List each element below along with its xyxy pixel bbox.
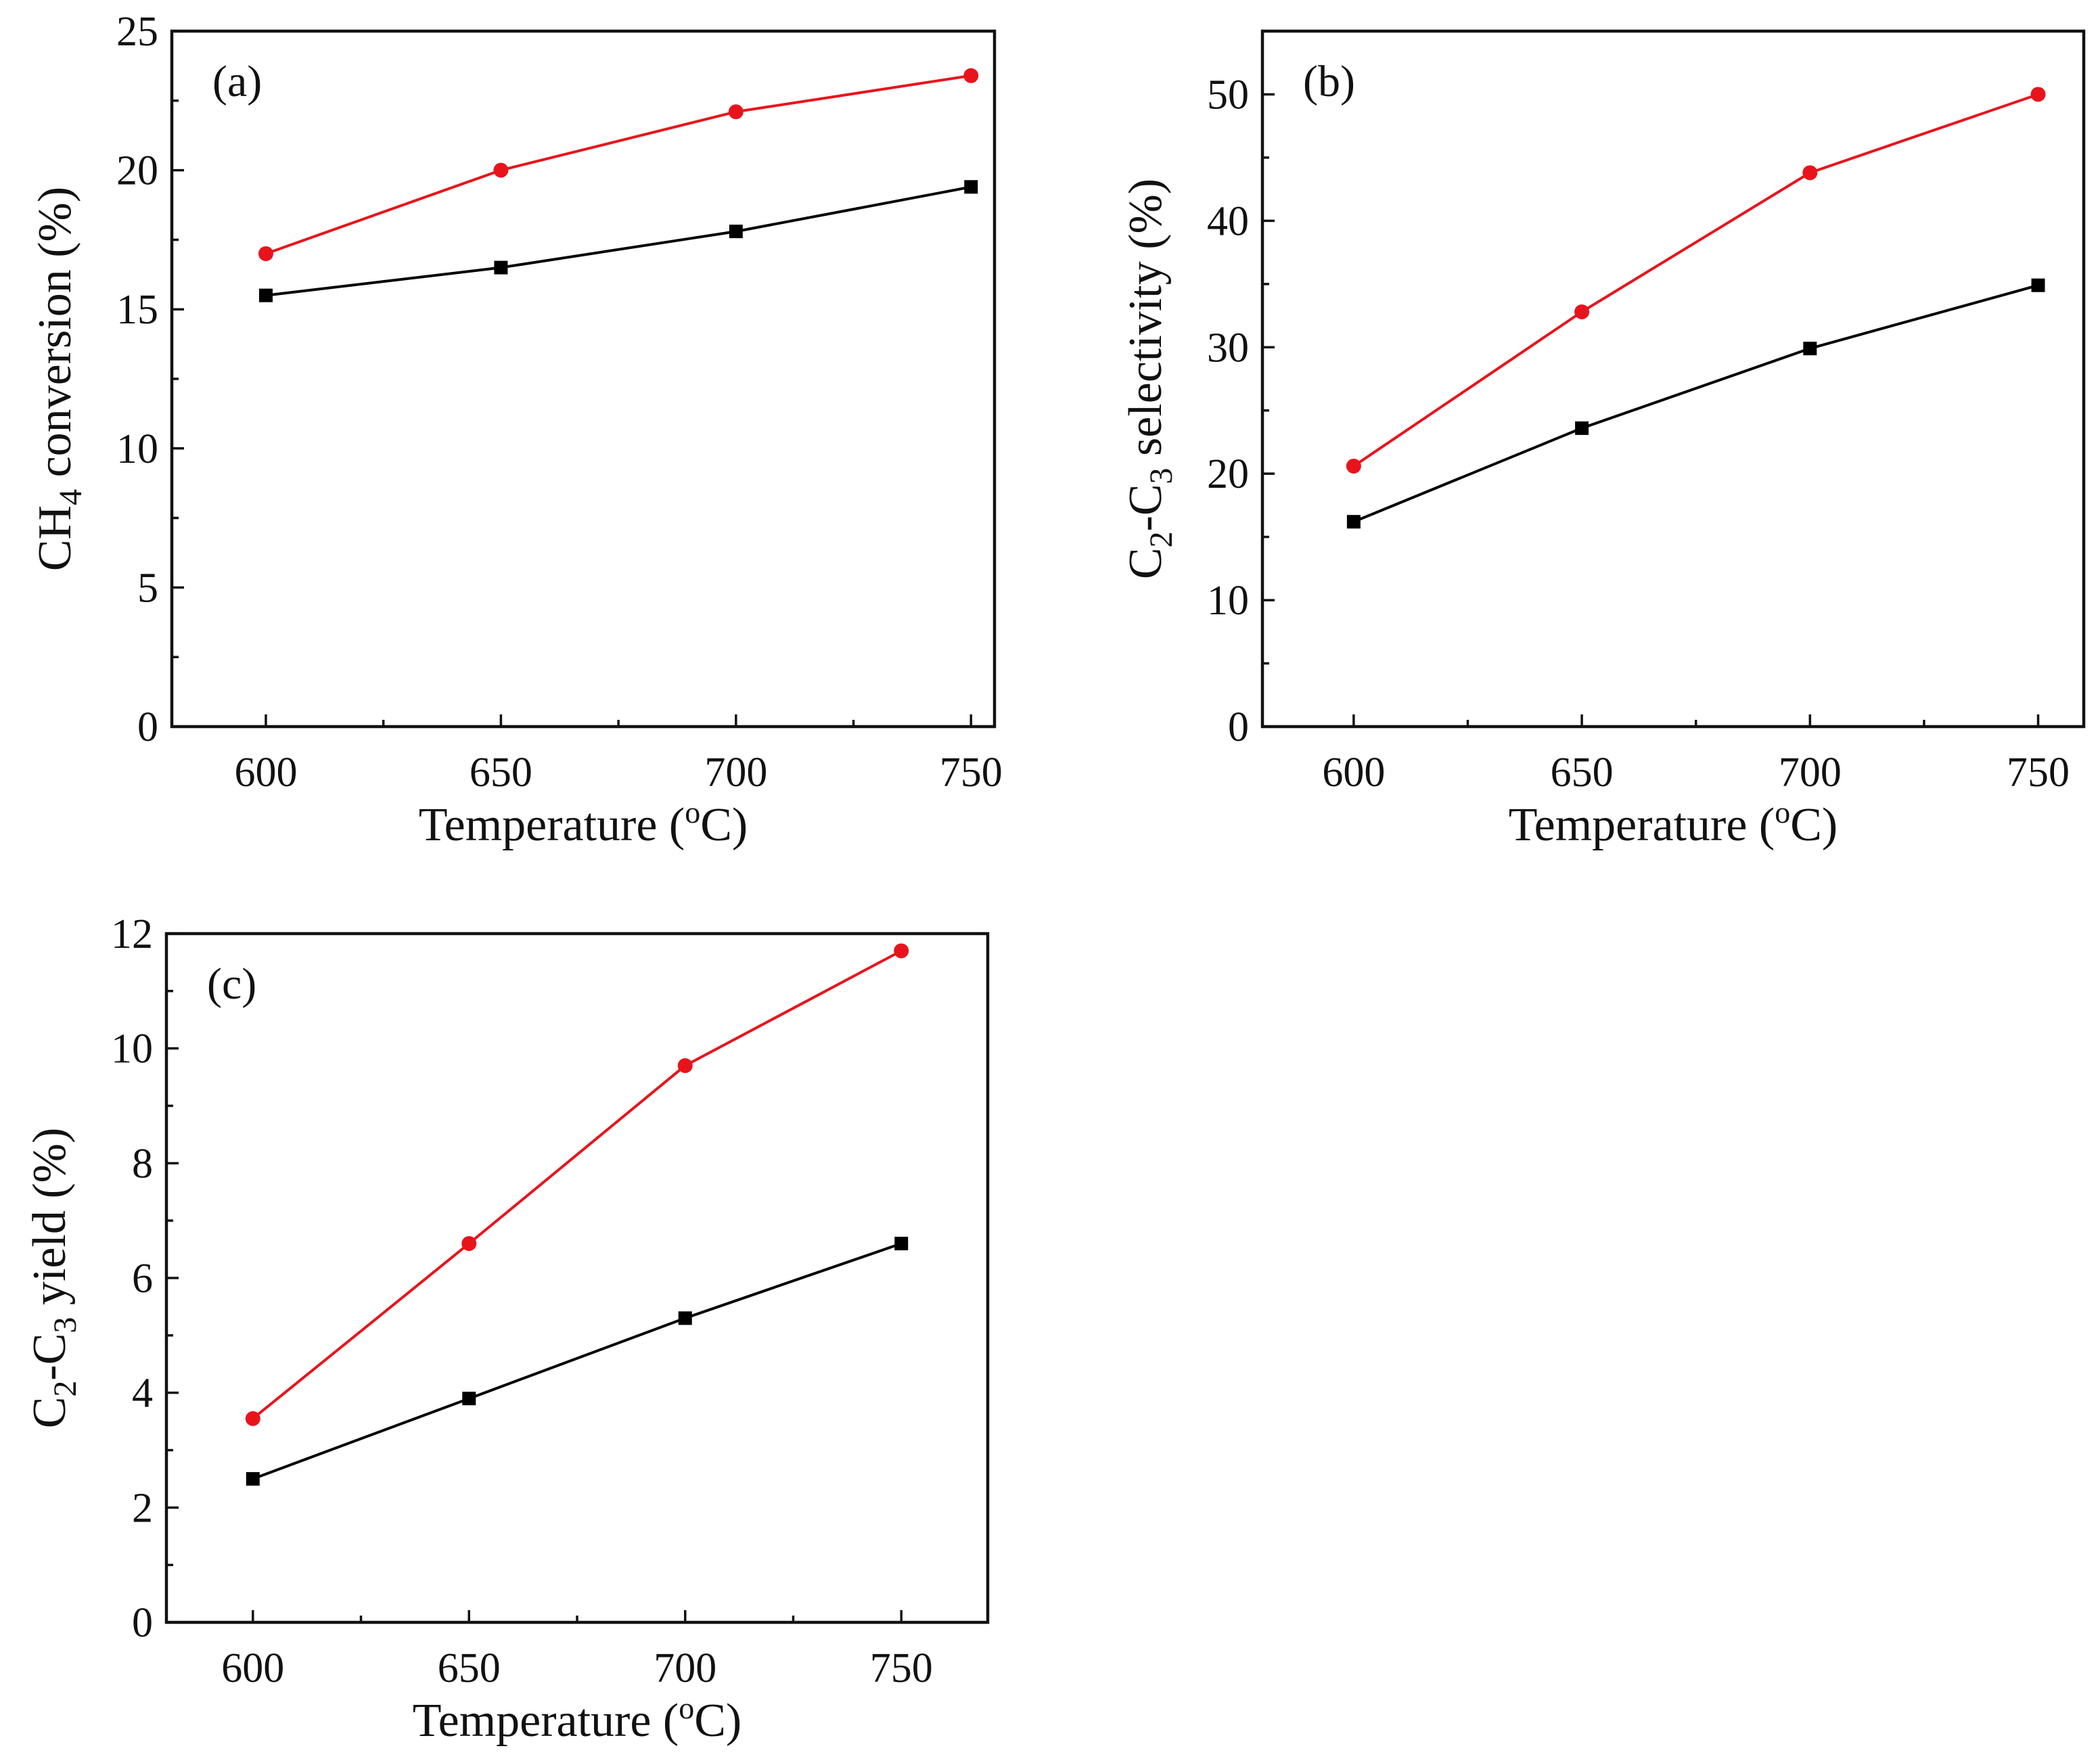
- panel-b-point-black-squares: [1346, 515, 1361, 529]
- panel-c-y-axis-title: C2-C3 yield (%): [24, 1128, 83, 1429]
- panel-b-point-black-squares: [1575, 421, 1589, 435]
- panel-c-point-black-squares: [246, 1471, 260, 1486]
- panel-b-y-tick-label: 10: [1207, 578, 1249, 624]
- panel-b-y-tick-label: 0: [1228, 704, 1249, 750]
- panel-b-x-axis-title: Temperature (oC): [1509, 795, 1838, 851]
- panel-a-x-tick-label: 650: [470, 750, 532, 796]
- panel-b-point-red-circles: [1574, 304, 1590, 319]
- panel-c-y-tick-label: 0: [132, 1600, 153, 1646]
- panel-c-chart: 0 2 4 6 8 10 12 600 650 700 750 (c) Temperature (oC)…: [24, 911, 990, 1747]
- panel-b-point-red-circles: [1802, 165, 1818, 181]
- panel-b-line-black-squares: [1353, 283, 2039, 524]
- panel-a-x-tick-label: 700: [704, 750, 767, 796]
- panel-b-series-red-circles: [1346, 87, 2046, 474]
- panel-c-y-tick-label: 6: [132, 1256, 153, 1302]
- panel-c-point-red-circles: [677, 1058, 693, 1074]
- panel-c-y-tick-label: 2: [132, 1485, 153, 1531]
- panel-c-y-tick-label: 4: [132, 1371, 153, 1417]
- panel-b-y-tick-label: 30: [1207, 325, 1249, 371]
- panel-a-label: (a): [212, 57, 262, 106]
- panel-b-x-tick-label: 600: [1322, 750, 1385, 796]
- panel-c-x-tick-label: 650: [438, 1645, 501, 1691]
- panel-a-point-black-squares: [729, 225, 743, 239]
- panel-c-x-tick-label: 750: [870, 1645, 933, 1691]
- panel-b-x-tick-label: 750: [2007, 750, 2070, 796]
- panel-c-point-red-circles: [245, 1411, 260, 1426]
- panel-c-x-tick-label: 700: [654, 1645, 716, 1691]
- panel-a-x-axis-title: Temperature (oC): [419, 795, 748, 851]
- panel-c-plot-frame: [164, 932, 990, 1624]
- panel-c-series-red-circles: [245, 943, 909, 1426]
- panel-a-series-black-squares: [258, 180, 978, 302]
- panel-a-y-tick-label: 10: [116, 426, 158, 472]
- panel-c-series-black-squares: [246, 1237, 909, 1486]
- panel-c-line-black-squares: [252, 1242, 902, 1480]
- panel-b-y-tick-label: 50: [1207, 72, 1249, 118]
- panel-a-y-tick-label: 0: [137, 704, 158, 750]
- panel-c-point-black-squares: [894, 1237, 909, 1251]
- panel-a-point-black-squares: [964, 180, 978, 194]
- panel-a-x-tick-label: 750: [940, 750, 1003, 796]
- panel-a-y-tick-label: 15: [116, 287, 158, 333]
- panel-b-y-axis-title: C2-C3 selectivity (%): [1120, 179, 1179, 579]
- panel-b-point-black-squares: [1803, 342, 1817, 356]
- panel-b-label: (b): [1303, 57, 1355, 106]
- panel-c-x-tick-label: 600: [221, 1645, 284, 1691]
- panel-c-y-tick-label: 8: [132, 1141, 153, 1187]
- panel-b-point-black-squares: [2031, 278, 2045, 292]
- panel-c-x-axis-title: Temperature (oC): [413, 1691, 741, 1747]
- panel-a-y-tick-label: 5: [137, 565, 158, 611]
- panel-a-point-red-circles: [258, 246, 273, 261]
- panel-b-point-red-circles: [1346, 458, 1361, 474]
- panel-a-y-tick-label: 25: [116, 9, 158, 55]
- panel-b-chart: 0 10 20 30 40 50 600 650 700 750 (b) Temperature (o…: [1120, 29, 2086, 851]
- panel-a-point-red-circles: [963, 68, 979, 83]
- panel-a-chart: 0 5 10 15 20 25 600 650 700 750 (a) Temperature (oC…: [29, 9, 1003, 851]
- panel-a-line-black-squares: [265, 185, 972, 297]
- panel-a-series-red-circles: [258, 68, 979, 261]
- panel-c-point-red-circles: [461, 1236, 477, 1252]
- panel-a-point-red-circles: [493, 162, 509, 178]
- panel-b-x-tick-label: 700: [1779, 750, 1842, 796]
- panel-b-y-tick-label: 20: [1207, 451, 1249, 497]
- panel-a-y-tick-label: 20: [116, 148, 158, 194]
- panel-b-plot-frame: [1260, 29, 2086, 729]
- panel-a-x-tick-label: 600: [234, 750, 297, 796]
- panel-a-plot-frame: [170, 29, 997, 729]
- panel-a-y-axis-title: CH4 conversion (%): [29, 187, 89, 571]
- panel-b-point-red-circles: [2030, 87, 2046, 102]
- panel-c-y-tick-label: 10: [111, 1026, 153, 1072]
- panel-b-line-red-circles: [1352, 93, 2039, 467]
- panel-a-point-red-circles: [728, 104, 744, 120]
- panel-c-y-tick-label: 12: [111, 911, 153, 957]
- panel-b-y-tick-label: 40: [1207, 198, 1249, 244]
- panel-b-x-tick-label: 650: [1551, 750, 1614, 796]
- panel-c-point-black-squares: [462, 1392, 476, 1406]
- panel-c-point-black-squares: [678, 1311, 692, 1325]
- panel-a-point-black-squares: [494, 260, 508, 275]
- panel-a-line-red-circles: [265, 74, 972, 255]
- panel-c-point-red-circles: [894, 943, 909, 959]
- panel-c-line-red-circles: [252, 949, 903, 1420]
- panel-a-point-black-squares: [258, 288, 273, 302]
- panel-b-series-black-squares: [1346, 278, 2045, 529]
- panel-c-label: (c): [207, 959, 256, 1009]
